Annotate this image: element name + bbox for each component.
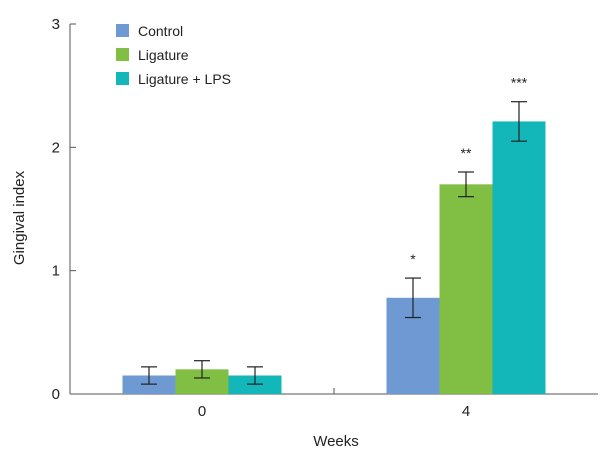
legend: Control Ligature Ligature + LPS	[116, 23, 231, 87]
y-tick-label: 2	[52, 139, 60, 156]
bar	[122, 375, 176, 394]
y-tick-label: 1	[52, 263, 60, 280]
x-tick-label: 0	[198, 403, 206, 420]
bar	[492, 121, 546, 394]
significance-label: *	[410, 251, 416, 267]
legend-swatch	[116, 24, 129, 37]
significance-label: **	[461, 145, 472, 161]
y-axis-label: Gingival index	[11, 170, 28, 265]
bar	[439, 184, 493, 394]
error-bars	[141, 101, 527, 385]
y-tick-label: 3	[52, 16, 60, 33]
significance-labels: ******	[410, 75, 527, 267]
legend-label: Ligature + LPS	[138, 71, 231, 87]
bars	[122, 121, 546, 394]
x-axis-label: Weeks	[313, 433, 359, 450]
x-tick-label: 4	[462, 403, 470, 420]
y-tick-label: 0	[52, 386, 60, 403]
legend-swatch	[116, 72, 129, 85]
significance-label: ***	[511, 75, 528, 91]
bar	[228, 375, 282, 394]
legend-label: Control	[138, 23, 183, 39]
legend-swatch	[116, 48, 129, 61]
legend-label: Ligature	[138, 47, 189, 63]
